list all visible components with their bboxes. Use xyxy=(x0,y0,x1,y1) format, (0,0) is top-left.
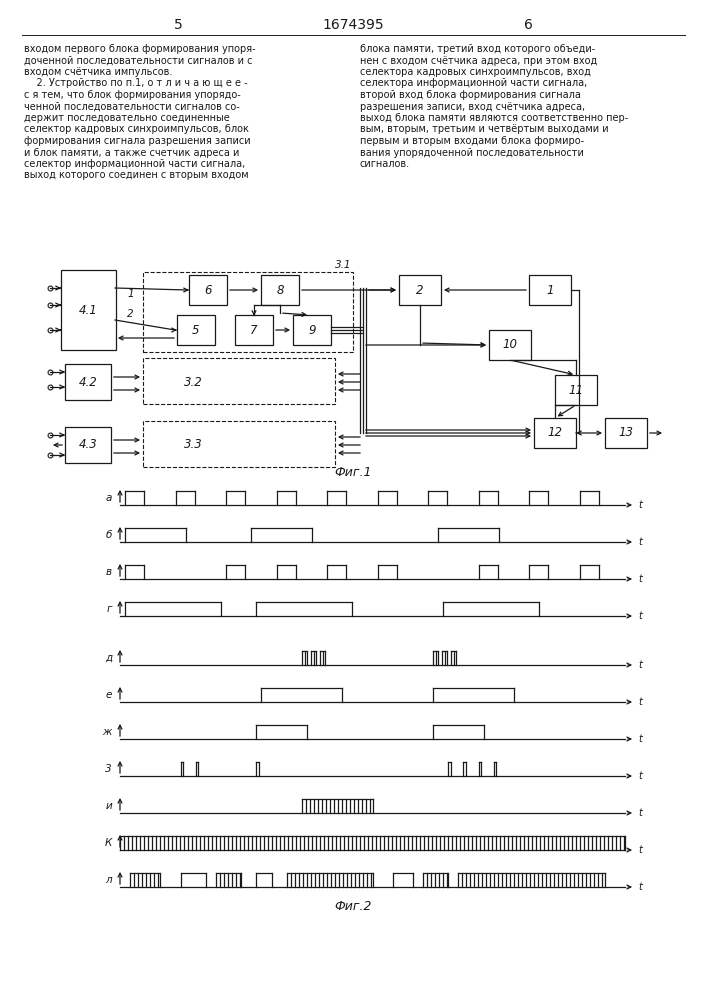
Text: 8: 8 xyxy=(276,284,284,296)
Text: держит последовательно соединенные: держит последовательно соединенные xyxy=(24,113,230,123)
Bar xyxy=(189,275,227,305)
Text: селектор кадровых синхроимпульсов, блок: селектор кадровых синхроимпульсов, блок xyxy=(24,124,249,134)
Bar xyxy=(399,275,441,305)
Bar xyxy=(235,315,273,345)
Text: и блок памяти, а также счетчик адреса и: и блок памяти, а также счетчик адреса и xyxy=(24,147,240,157)
Text: селектора информационной части сигнала,: селектора информационной части сигнала, xyxy=(360,79,588,89)
Bar xyxy=(143,358,335,404)
Text: второй вход блока формирования сигнала: второй вход блока формирования сигнала xyxy=(360,90,581,100)
Text: блока памяти, третий вход которого объеди-: блока памяти, третий вход которого объед… xyxy=(360,44,595,54)
Text: Фиг.2: Фиг.2 xyxy=(334,900,372,914)
Text: 3.3: 3.3 xyxy=(184,438,202,452)
Bar xyxy=(489,330,531,360)
Text: 6: 6 xyxy=(524,18,532,32)
Text: 6: 6 xyxy=(204,284,212,296)
Text: 4.3: 4.3 xyxy=(78,438,98,452)
Text: 3.2: 3.2 xyxy=(184,375,202,388)
Text: б: б xyxy=(105,530,112,540)
Text: и: и xyxy=(105,801,112,811)
Text: 10: 10 xyxy=(503,338,518,352)
Text: 12: 12 xyxy=(547,426,563,440)
Text: л: л xyxy=(105,875,112,885)
Text: 1674395: 1674395 xyxy=(322,18,384,32)
Text: 3.1: 3.1 xyxy=(334,260,351,270)
Text: t: t xyxy=(638,500,642,510)
Bar xyxy=(261,275,299,305)
Bar xyxy=(61,270,115,350)
Text: 2. Устройство по п.1, о т л и ч а ю щ е е -: 2. Устройство по п.1, о т л и ч а ю щ е … xyxy=(24,79,247,89)
Text: первым и вторым входами блока формиро-: первым и вторым входами блока формиро- xyxy=(360,136,584,146)
Text: входом первого блока формирования упоря-: входом первого блока формирования упоря- xyxy=(24,44,256,54)
Text: 7: 7 xyxy=(250,324,258,336)
Text: 2: 2 xyxy=(416,284,423,296)
Bar xyxy=(605,418,647,448)
Text: селектора кадровых синхроимпульсов, вход: селектора кадровых синхроимпульсов, вход xyxy=(360,67,591,77)
Text: t: t xyxy=(638,845,642,855)
Text: ченной последовательности сигналов со-: ченной последовательности сигналов со- xyxy=(24,102,240,111)
Text: t: t xyxy=(638,537,642,547)
Bar xyxy=(65,364,111,400)
Text: 5: 5 xyxy=(174,18,182,32)
Text: ж: ж xyxy=(103,727,112,737)
Text: 3: 3 xyxy=(105,764,112,774)
Text: 4.2: 4.2 xyxy=(78,375,98,388)
Text: К: К xyxy=(105,838,112,848)
Bar xyxy=(65,427,111,463)
Text: е: е xyxy=(105,690,112,700)
Bar xyxy=(293,315,331,345)
Bar xyxy=(534,418,576,448)
Text: t: t xyxy=(638,882,642,892)
Text: t: t xyxy=(638,611,642,621)
Text: д: д xyxy=(105,653,112,663)
Text: t: t xyxy=(638,771,642,781)
Text: t: t xyxy=(638,660,642,670)
Text: г: г xyxy=(107,604,112,614)
Bar xyxy=(143,421,335,467)
Text: t: t xyxy=(638,808,642,818)
Bar xyxy=(529,275,571,305)
Text: в: в xyxy=(106,567,112,577)
Text: t: t xyxy=(638,697,642,707)
Text: 9: 9 xyxy=(308,324,316,336)
Text: с я тем, что блок формирования упорядо-: с я тем, что блок формирования упорядо- xyxy=(24,90,241,100)
Bar xyxy=(143,272,353,352)
Text: 5: 5 xyxy=(192,324,200,336)
Text: Фиг.1: Фиг.1 xyxy=(334,466,372,480)
Text: селектор информационной части сигнала,: селектор информационной части сигнала, xyxy=(24,159,245,169)
Text: входом счётчика импульсов.: входом счётчика импульсов. xyxy=(24,67,173,77)
Text: 13: 13 xyxy=(619,426,633,440)
Text: вания упорядоченной последовательности: вания упорядоченной последовательности xyxy=(360,147,584,157)
Text: вым, вторым, третьим и четвёртым выходами и: вым, вторым, третьим и четвёртым выходам… xyxy=(360,124,609,134)
Text: 1: 1 xyxy=(547,284,554,296)
Text: 4.1: 4.1 xyxy=(78,304,98,316)
Text: t: t xyxy=(638,574,642,584)
Text: формирования сигнала разрешения записи: формирования сигнала разрешения записи xyxy=(24,136,250,146)
Text: сигналов.: сигналов. xyxy=(360,159,410,169)
Text: 1: 1 xyxy=(127,289,134,299)
Text: 11: 11 xyxy=(568,383,583,396)
Text: доченной последовательности сигналов и с: доченной последовательности сигналов и с xyxy=(24,55,252,66)
Text: а: а xyxy=(105,493,112,503)
Bar xyxy=(555,375,597,405)
Text: t: t xyxy=(638,734,642,744)
Text: выход которого соединен с вторым входом: выход которого соединен с вторым входом xyxy=(24,170,249,180)
Text: нен с входом счётчика адреса, при этом вход: нен с входом счётчика адреса, при этом в… xyxy=(360,55,597,66)
Bar xyxy=(177,315,215,345)
Text: разрешения записи, вход счётчика адреса,: разрешения записи, вход счётчика адреса, xyxy=(360,102,585,111)
Text: выход блока памяти являются соответственно пер-: выход блока памяти являются соответствен… xyxy=(360,113,629,123)
Text: 2: 2 xyxy=(127,309,134,319)
